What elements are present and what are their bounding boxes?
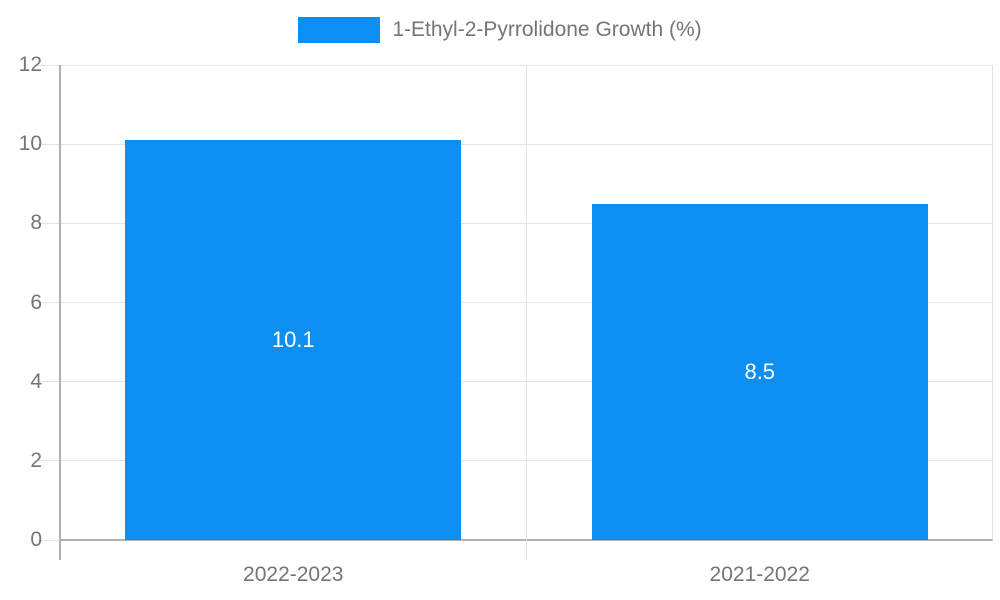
legend-label: 1-Ethyl-2-Pyrrolidone Growth (%) [392, 18, 702, 41]
y-axis-line [59, 65, 61, 560]
bar-value-label: 10.1 [271, 327, 315, 353]
category-divider-line [526, 65, 527, 560]
y-axis-tick-label: 4 [30, 369, 42, 393]
y-axis-tick-label: 6 [30, 290, 42, 314]
x-axis-category-label: 2021-2022 [709, 563, 810, 586]
gridline [38, 143, 993, 145]
legend-swatch [298, 17, 381, 43]
y-axis-tick-label: 0 [30, 528, 42, 551]
x-axis-category-label: 2022-2023 [243, 563, 344, 586]
bar-value-label: 8.5 [744, 358, 776, 384]
y-axis-tick-label: 2 [30, 448, 42, 472]
y-axis-tick-label: 8 [30, 211, 42, 235]
gridline [38, 64, 993, 66]
bar-2022-2023[interactable] [125, 140, 462, 540]
gridline [38, 302, 993, 303]
gridline [38, 381, 993, 383]
bar-2021-2022[interactable] [591, 203, 928, 540]
y-axis-tick-label: 12 [18, 53, 42, 76]
y-axis-tick-label: 10 [18, 132, 42, 156]
legend[interactable]: 1-Ethyl-2-Pyrrolidone Growth (%) [0, 17, 1000, 43]
plot-right-border [992, 65, 993, 540]
gridline [38, 460, 993, 462]
gridline [38, 222, 993, 224]
